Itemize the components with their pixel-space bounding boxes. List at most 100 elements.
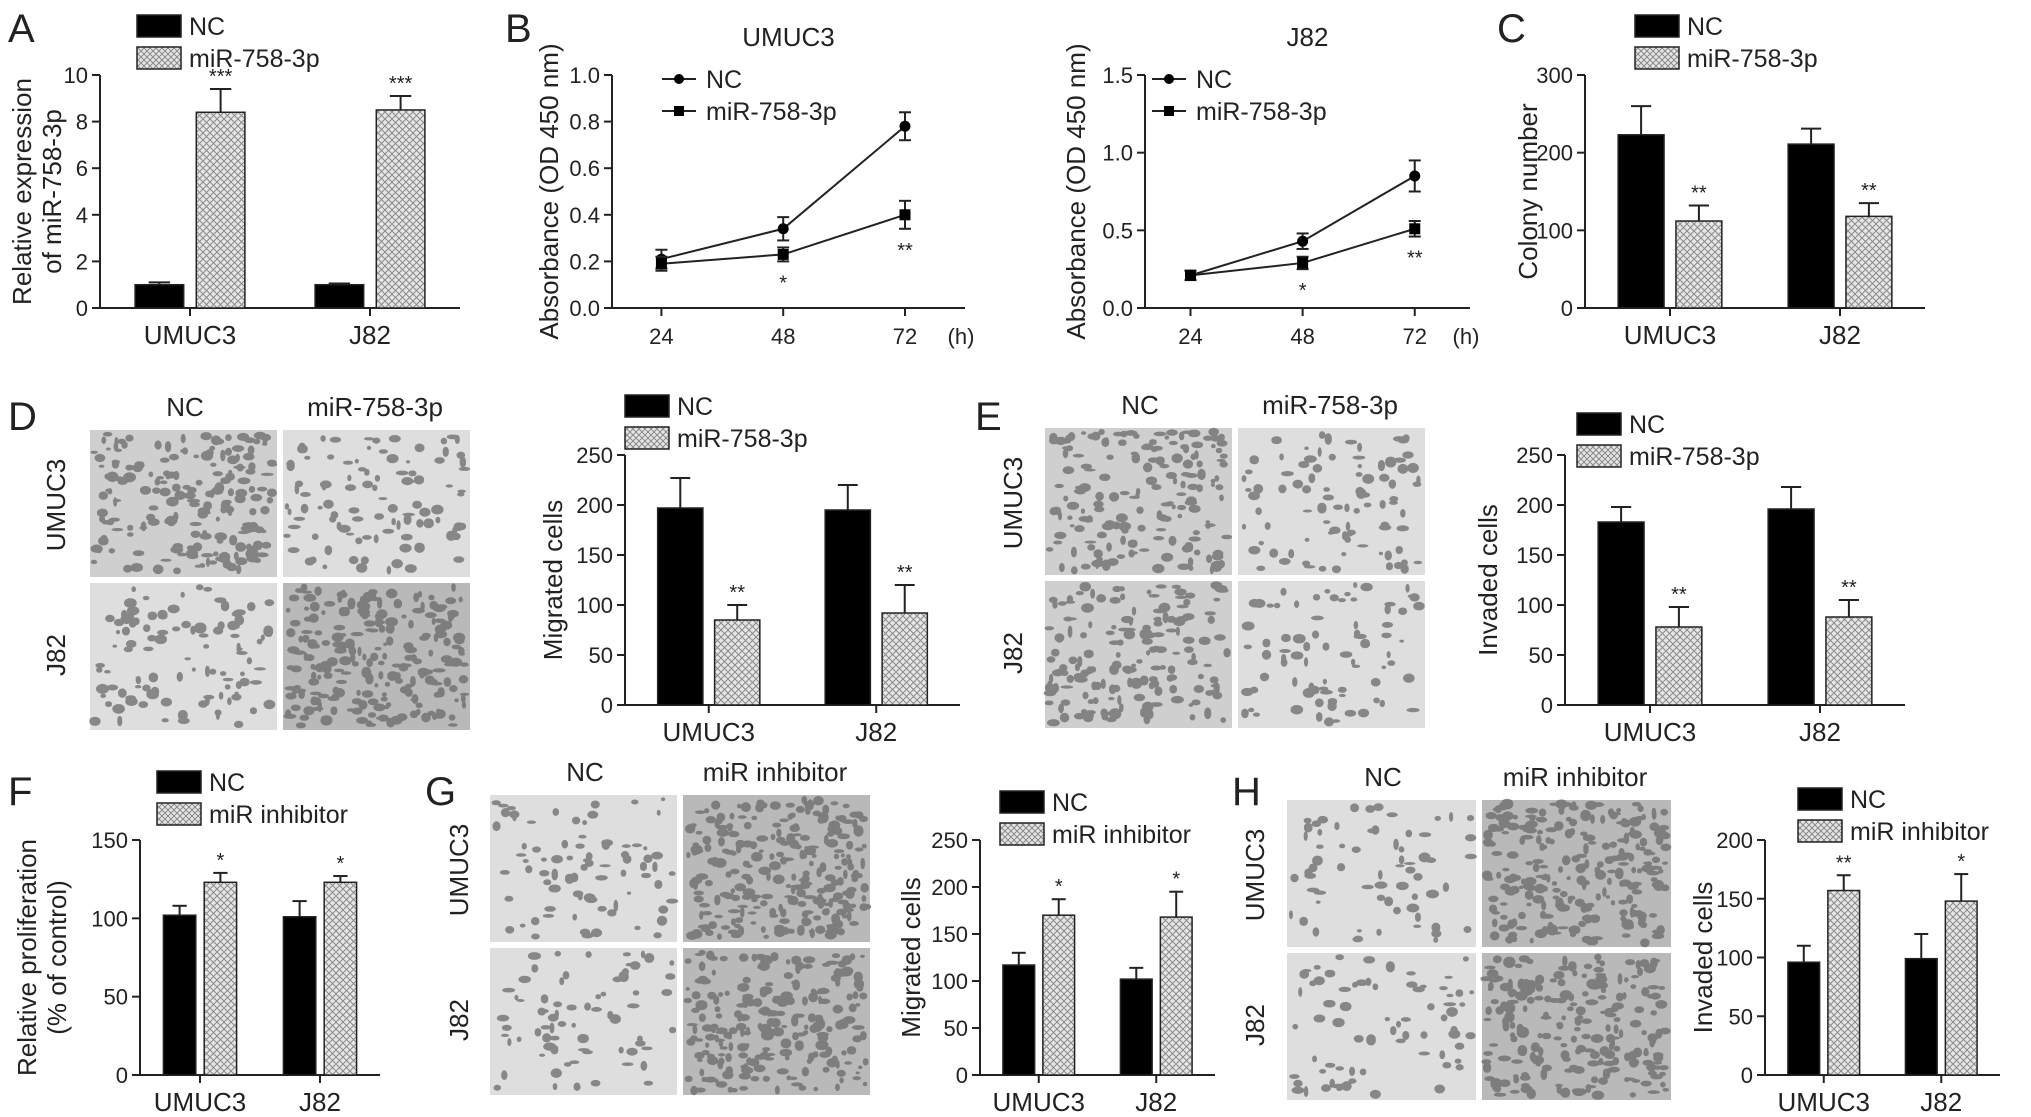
x-tick-label: J82 [1819,320,1861,350]
y-tick-label: 150 [931,922,968,947]
legend-marker-circle [1164,74,1174,84]
y-tick-label: 0.0 [569,296,600,321]
legend-swatch [624,426,670,450]
bar [323,881,358,1076]
micrograph-column-label: NC [1364,762,1402,792]
micrograph-row-label: J82 [998,632,1028,674]
significance-label: * [1172,869,1180,891]
bar [1845,215,1893,309]
y-axis-label: Relative expressionof miR-758-3p [7,78,67,305]
legend: NC miR-758-3p [1576,411,1760,471]
chart-title: J82 [1287,22,1329,52]
legend-swatch [136,14,182,38]
micrograph-column-label: miR-758-3p [307,392,443,422]
y-tick-label: 1.0 [569,63,600,88]
y-tick-label: 150 [1716,887,1753,912]
legend-label: miR inhibitor [209,801,348,829]
y-tick-label: 200 [1716,828,1753,853]
y-tick-label: 100 [1516,593,1553,618]
x-tick-label: UMUC3 [154,1087,246,1117]
y-tick-label: 1.5 [1102,63,1133,88]
significance-label: * [1299,280,1307,302]
legend-label: NC [189,13,225,41]
y-axis-label: Absorbance (OD 450 nm) [534,43,564,339]
micrograph-cells [283,583,470,729]
y-tick-label: 0.6 [569,156,600,181]
x-axis-unit: (h) [1453,324,1480,349]
bar [134,283,185,309]
y-axis-label: Migrated cells [538,500,568,660]
legend-label: miR-758-3p [1196,98,1327,126]
legend-swatch [1634,14,1680,38]
x-tick-label: 48 [771,324,795,349]
significance-label: ** [1836,852,1852,874]
y-tick-label: 2 [76,249,88,274]
bar [1617,134,1665,309]
y-tick-label: 150 [91,828,128,853]
micrograph-column-label: NC [1121,390,1159,420]
legend: NC miR-758-3p [136,13,320,73]
legend-label: miR-758-3p [677,425,808,453]
data-point-square [899,209,911,221]
y-tick-label: 0 [1741,1063,1753,1088]
legend-swatch [1797,787,1843,811]
legend-label: miR-758-3p [1687,45,1818,73]
significance-label: * [217,850,225,872]
legend: NC miR-758-3p [1634,13,1818,73]
micrograph-row-label: UMUC3 [41,459,71,551]
x-tick-label: UMUC3 [1604,717,1696,747]
legend-swatch [136,46,182,70]
significance-label: ** [1691,182,1707,204]
data-point-circle [899,120,911,132]
legend-label: NC [706,66,742,94]
micrograph-cells [1241,431,1423,574]
legend-label: NC [209,769,245,797]
micrograph-grid: NC miR-758-3p UMUC3 J82 [998,390,1425,728]
bar [375,109,426,309]
micrograph-cells [1043,581,1231,727]
bar [1767,508,1815,706]
bar [1042,914,1076,1076]
micrograph-image [1045,581,1232,728]
y-tick-label: 200 [1516,493,1553,518]
y-tick-label: 0.5 [1102,218,1133,243]
data-point-circle [777,223,789,235]
significance-label: * [1957,851,1965,873]
bar [314,283,365,309]
legend: NC miR-758-3p [662,66,837,126]
data-point-circle [1297,235,1309,247]
x-tick-label: J82 [1920,1087,1962,1117]
legend-label: NC [1687,13,1723,41]
y-tick-label: 6 [76,156,88,181]
legend-label: miR inhibitor [1850,818,1989,846]
legend-label: miR-758-3p [1629,443,1760,471]
y-axis-label: Absorbance (OD 450 nm) [1061,43,1091,339]
chart-title: UMUC3 [742,22,834,52]
y-axis-label: Colony number [1513,103,1543,280]
micrograph-row-label: UMUC3 [1240,829,1270,921]
legend: NC miR inhibitor [999,789,1191,849]
x-tick-label: 72 [1403,324,1427,349]
micrograph-cells [89,584,276,729]
bar [1827,889,1861,1076]
micrograph-row-label: UMUC3 [444,824,474,916]
y-tick-label: 100 [91,906,128,931]
y-tick-label: 50 [104,985,128,1010]
bar [1904,957,1938,1076]
micrograph-cells [1479,953,1671,1100]
micrograph-row-label: J82 [1240,1004,1270,1046]
legend-label: NC [1629,411,1665,439]
micrograph-grid: NC miR inhibitor UMUC3 J82 [444,757,872,1096]
legend: NC miR inhibitor [1797,786,1989,846]
significance-label: ** [897,562,913,584]
bar [1825,616,1873,706]
y-tick-label: 100 [1716,946,1753,971]
y-tick-label: 0.2 [569,249,600,274]
bar [162,914,197,1076]
y-tick-label: 4 [76,203,88,228]
x-tick-label: 72 [893,324,917,349]
legend-swatch [999,790,1045,814]
y-tick-label: 100 [931,969,968,994]
y-tick-label: 0.8 [569,110,600,135]
